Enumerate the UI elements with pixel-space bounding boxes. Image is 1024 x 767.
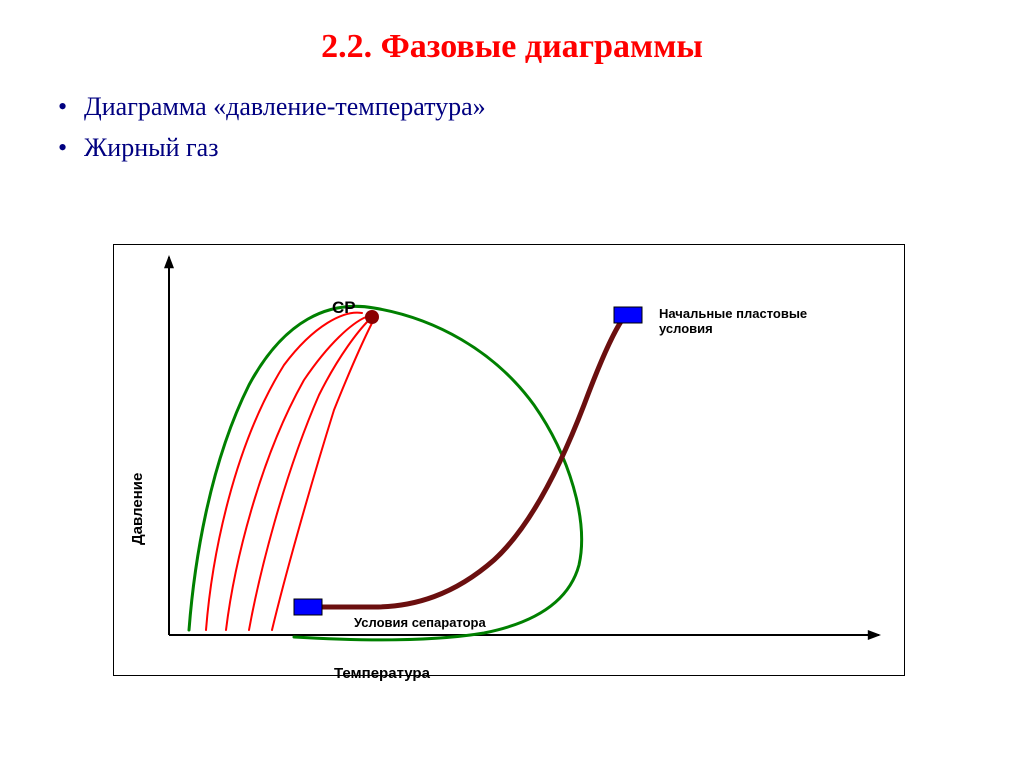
critical-point-label: CP — [332, 298, 356, 318]
chart-frame: Давление Температура CP Начальные пласто… — [113, 244, 905, 676]
separator-conditions-label: Условия сепаратора — [354, 615, 486, 630]
bullet-list: Диаграмма «давление-температура» Жирный … — [50, 89, 1024, 165]
bullet-item: Диаграмма «давление-температура» — [50, 89, 1024, 124]
slide-title: 2.2. Фазовые диаграммы — [0, 28, 1024, 66]
y-axis-label: Давление — [129, 473, 146, 545]
x-axis-label: Температура — [334, 665, 430, 682]
initial-conditions-label: Начальные пластовыеусловия — [659, 307, 807, 337]
bullet-item: Жирный газ — [50, 130, 1024, 165]
